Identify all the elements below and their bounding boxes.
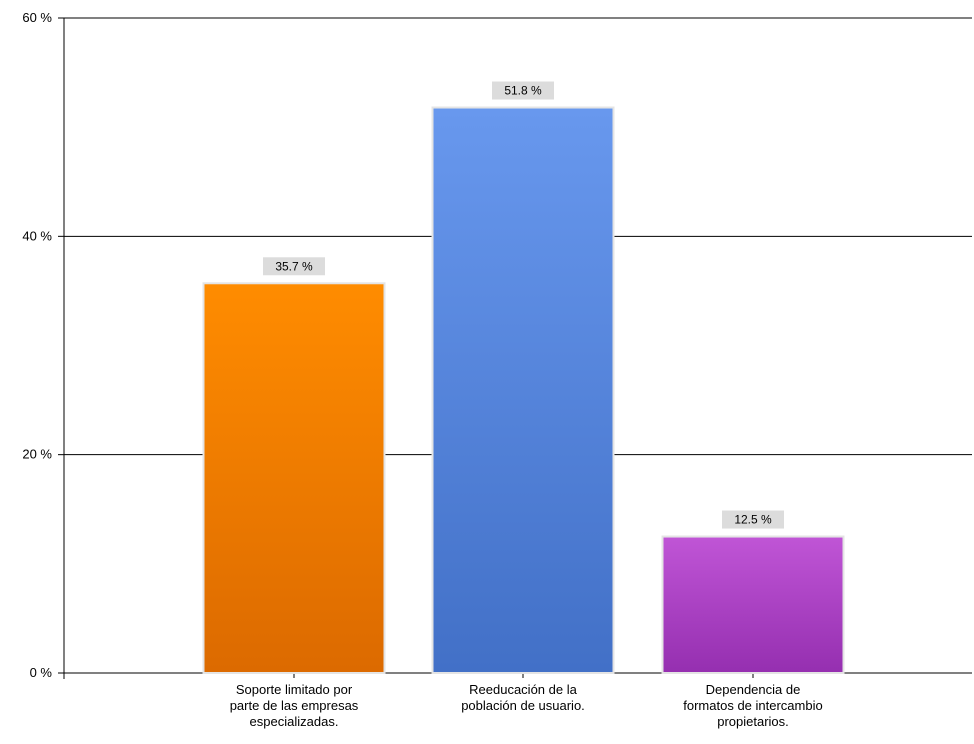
data-label-box (492, 81, 554, 100)
category-label: Reeducación de la población de usuario. (461, 682, 585, 713)
data-label: 12.5 % (734, 513, 772, 527)
y-tick-label: 60 % (22, 10, 52, 25)
bar-1 (202, 282, 386, 674)
data-label-box (263, 257, 325, 276)
category-label: Soporte limitado por parte de las empresa… (230, 682, 359, 729)
category-label: Dependencia de formatos de intercambio pro… (683, 682, 822, 729)
data-label: 35.7 % (275, 259, 313, 273)
data-labels: 35.7 % 51.8 % 12.5 % (263, 81, 784, 529)
y-tick-label: 0 % (30, 665, 53, 680)
bar-2 (431, 106, 615, 675)
y-tick-label: 40 % (22, 228, 52, 243)
data-label: 51.8 % (504, 84, 542, 98)
y-tick-label: 20 % (22, 447, 52, 462)
data-label-box (722, 510, 784, 529)
bar-3 (661, 535, 845, 675)
category-labels: Soporte limitado por parte de las empresa… (230, 682, 823, 729)
bars (202, 106, 845, 675)
